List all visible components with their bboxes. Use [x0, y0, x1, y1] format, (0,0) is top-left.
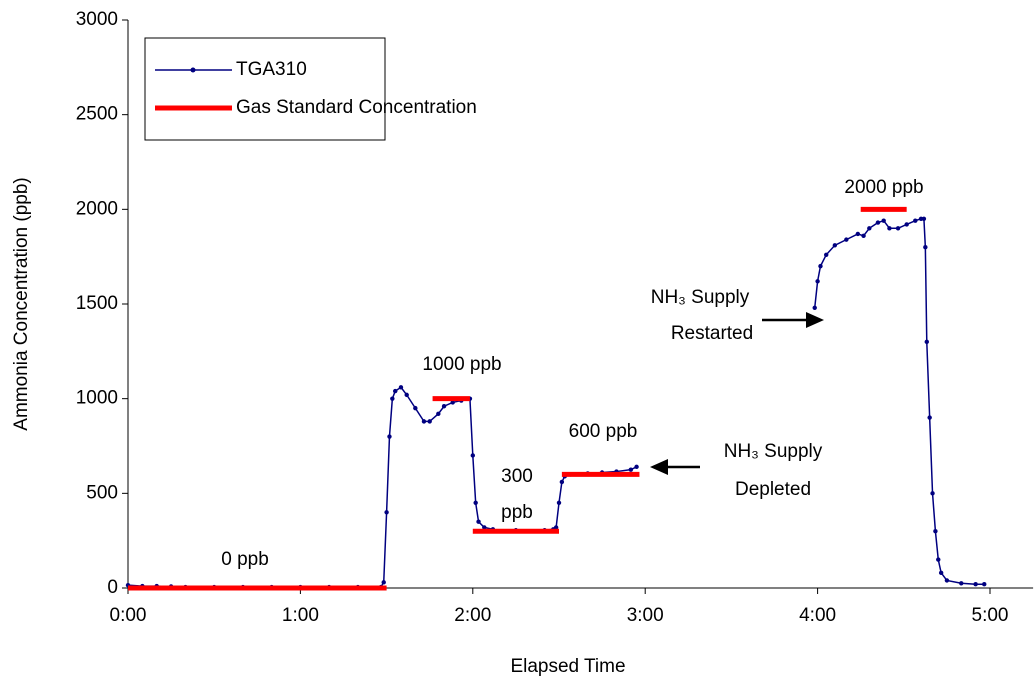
- data-point: [938, 570, 944, 576]
- data-point: [944, 578, 950, 583]
- data-point: [390, 396, 395, 401]
- y-tick-label: 2500: [76, 104, 118, 125]
- x-tick-label: 0:00: [110, 605, 147, 626]
- data-point: [933, 529, 938, 534]
- data-point: [959, 581, 964, 586]
- x-tick-label: 1:00: [282, 605, 319, 626]
- data-point: [427, 419, 432, 424]
- y-axis-label: Ammonia Concentration (ppb): [11, 177, 32, 430]
- y-tick-label: 500: [86, 482, 118, 503]
- x-axis-label: Elapsed Time: [510, 656, 625, 677]
- data-point: [628, 467, 634, 472]
- data-point: [867, 226, 872, 231]
- annotation: ppb: [501, 502, 533, 523]
- data-point: [923, 245, 928, 250]
- data-point: [634, 464, 639, 470]
- data-point: [398, 385, 404, 390]
- data-point: [881, 218, 886, 223]
- data-point: [924, 339, 929, 345]
- data-point: [844, 237, 849, 242]
- data-point: [982, 582, 987, 587]
- data-point: [387, 434, 392, 439]
- data-point: [381, 580, 386, 585]
- legend-label: Gas Standard Concentration: [236, 97, 477, 118]
- data-point: [556, 500, 562, 505]
- x-tick-label: 5:00: [972, 605, 1009, 626]
- data-point: [404, 392, 409, 398]
- data-point: [936, 557, 941, 562]
- annotation: 1000 ppb: [422, 354, 501, 375]
- data-point: [470, 453, 475, 458]
- data-point: [921, 216, 927, 221]
- y-tick-label: 1500: [76, 293, 118, 314]
- data-point: [393, 388, 398, 394]
- data-point: [476, 519, 481, 524]
- annotation: 300: [501, 466, 533, 487]
- annotation: NH₃ Supply: [651, 287, 750, 308]
- data-point: [824, 252, 829, 257]
- data-point: [832, 243, 838, 248]
- data-point: [559, 479, 565, 485]
- data-point: [904, 222, 909, 227]
- data-point: [913, 218, 918, 223]
- annotation: NH₃ Supply: [724, 441, 823, 462]
- data-point: [861, 233, 866, 239]
- legend-label: TGA310: [236, 59, 307, 80]
- standard-line: [128, 206, 907, 591]
- data-point: [895, 226, 901, 231]
- data-point: [927, 415, 932, 420]
- data-point: [553, 525, 559, 530]
- data-point: [441, 404, 447, 409]
- data-point: [887, 226, 892, 231]
- annotation: Depleted: [735, 479, 811, 500]
- y-tick-label: 3000: [76, 9, 118, 30]
- data-point: [482, 525, 487, 530]
- data-point: [875, 220, 881, 225]
- data-point: [450, 400, 455, 405]
- y-tick-label: 1000: [76, 388, 118, 409]
- data-point: [473, 500, 478, 505]
- data-point: [973, 582, 978, 587]
- data-point: [930, 491, 935, 496]
- x-tick-label: 4:00: [799, 605, 836, 626]
- data-point: [855, 231, 861, 237]
- data-point: [812, 305, 817, 310]
- annotation: 2000 ppb: [844, 177, 923, 198]
- x-tick-label: 3:00: [627, 605, 664, 626]
- annotation: 600 ppb: [569, 421, 638, 442]
- data-point: [421, 419, 427, 424]
- annotation: 0 ppb: [221, 549, 269, 570]
- data-point: [818, 263, 823, 269]
- y-tick-label: 0: [107, 577, 118, 598]
- x-tick-label: 2:00: [454, 605, 491, 626]
- annotation: Restarted: [671, 323, 753, 344]
- legend-box: [144, 37, 386, 141]
- data-point: [384, 510, 389, 515]
- arrow-depleted: [650, 459, 700, 475]
- data-point: [815, 279, 820, 284]
- data-point: [413, 405, 418, 411]
- legend-marker: [190, 67, 196, 73]
- y-tick-label: 2000: [76, 198, 118, 219]
- arrow-restarted: [762, 312, 824, 328]
- data-point: [436, 411, 441, 417]
